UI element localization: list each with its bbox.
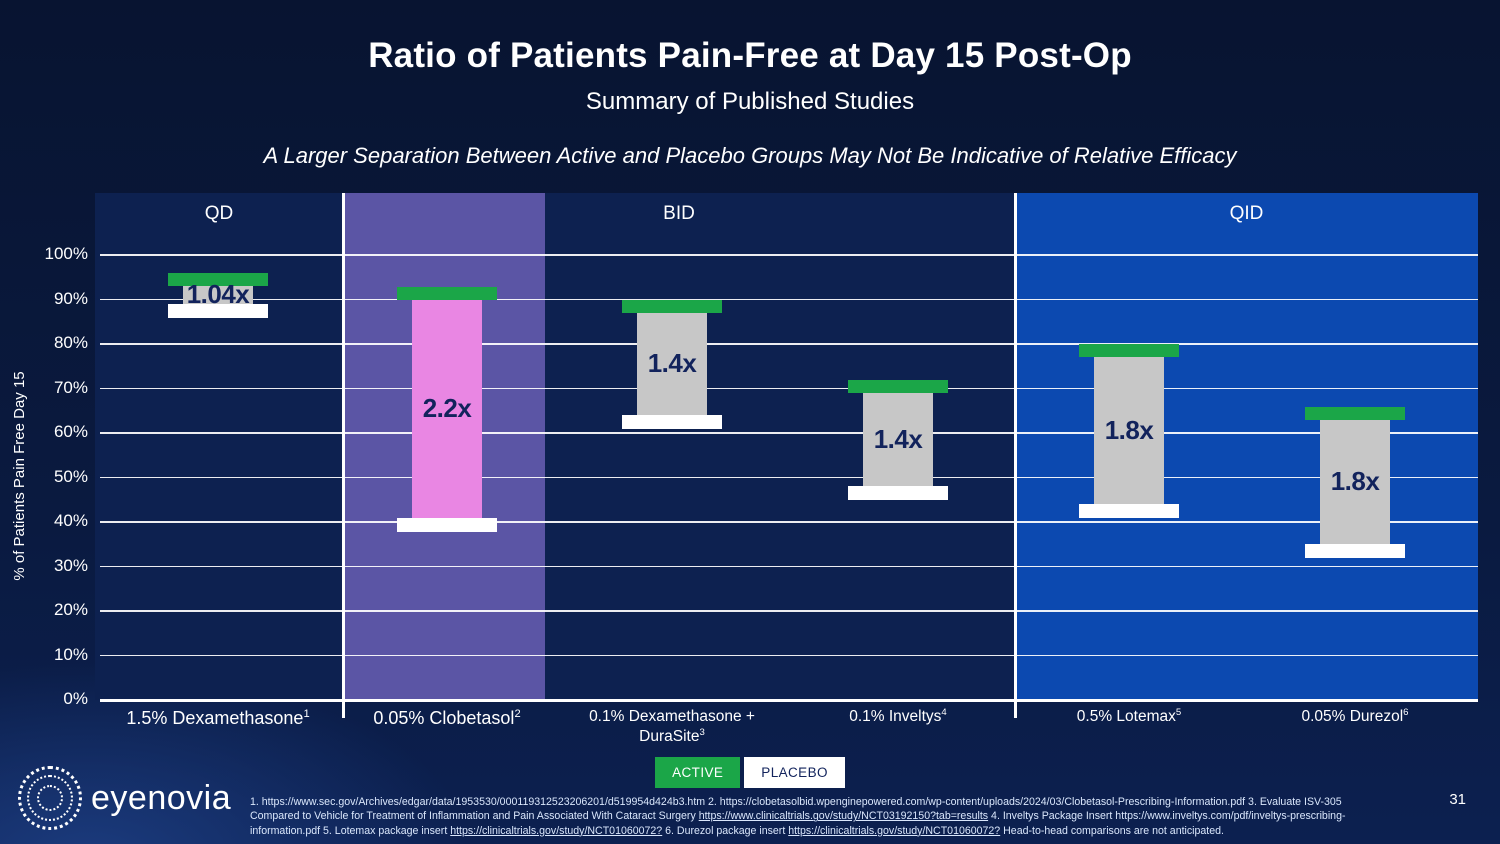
y-tick-label: 80% [53,333,88,352]
ratio-label: 1.4x [873,423,923,454]
section-header-bid: BID [663,203,695,224]
y-tick-label: 90% [53,288,88,308]
y-tick-label: 70% [53,377,88,397]
y-tick-label: 30% [53,555,88,575]
gridline [100,432,1478,434]
x-axis-category-label: 0.05% Durezol6 [1301,707,1409,726]
page-number: 31 [1449,791,1466,808]
placebo-bar-cap [1079,504,1179,519]
slide-subtitle: Summary of Published Studies [585,88,915,115]
footnote-text: 6. Durezol package insert [662,824,789,837]
footnote-text: Compared to Vehicle for Treatment of Inf… [250,810,699,823]
section-divider [341,193,345,718]
legend-active-swatch: ACTIVE [655,757,741,788]
footnote-line: 1. https://www.sec.gov/Archives/edgar/da… [250,795,1395,809]
x-axis-category-label: 0.1% Dexamethasone + DuraSite3 [589,708,755,746]
gridline [100,610,1478,612]
eyenovia-logo: eyenovia [18,766,231,830]
gridline [100,298,1478,301]
slide-tagline: A Larger Separation Between Active and P… [263,143,1237,168]
y-tick-label: 0% [63,689,88,708]
y-tick-label: 60% [53,422,88,441]
section-header-qd: QD [204,203,234,224]
gridline [100,521,1478,523]
x-axis-category-label: 0.5% Lotemax5 [1076,707,1182,726]
footnote-line: Compared to Vehicle for Treatment of Inf… [250,809,1395,823]
legend: ACTIVE PLACEBO [0,757,1500,788]
ratio-label: 2.2x [422,392,472,423]
x-axis-category-label: 0.1% Inveltys4 [849,707,947,726]
gridline [100,476,1478,479]
placebo-bar-cap [1305,544,1405,559]
ratio-label: 1.8x [1104,414,1154,445]
eyenovia-logo-mark-icon [18,766,82,830]
ratio-label: 1.4x [647,348,697,379]
gridline [100,387,1478,390]
logo-dot-ring-outer [18,766,82,830]
ratio-label: 1.8x [1330,465,1380,496]
footnotes: 1. https://www.sec.gov/Archives/edgar/da… [250,795,1395,838]
footnote-text: Head-to-head comparisons are not anticip… [1000,824,1224,837]
footnote-line: information.pdf 5. Lotemax package inser… [250,824,1395,838]
gridline [100,654,1478,657]
footnote-link[interactable]: https://clinicaltrials.gov/study/NCT0106… [450,824,663,837]
footnote-link[interactable]: https://www.clinicaltrials.gov/study/NCT… [698,810,989,823]
slide-title: Ratio of Patients Pain-Free at Day 15 Po… [368,36,1132,75]
placebo-bar-cap [168,303,268,318]
x-axis-baseline [100,698,1478,702]
ratio-column [183,286,253,304]
y-tick-label: 50% [53,466,88,486]
ratio-column [412,299,482,518]
placebo-bar-cap [622,415,722,430]
active-bar-cap [397,286,497,300]
footnote-text: information.pdf 5. Lotemax package inser… [250,824,451,837]
active-bar-cap [848,379,948,393]
ratio-label: 1.04x [186,279,250,310]
ratio-column [637,312,707,416]
y-tick-label: 10% [53,644,88,664]
active-bar-cap [168,273,268,287]
x-axis-category-label: 0.05% Clobetasol2 [373,708,521,728]
gridline [100,343,1478,345]
placebo-bar-cap [397,517,497,532]
ratio-column [1320,419,1390,545]
active-bar-cap [1305,406,1405,420]
active-bar-cap [1079,344,1179,358]
logo-dot-ring-inner [37,785,63,811]
x-axis-category-label: 1.5% Dexamethasone1 [126,708,310,728]
footnote-text: 1. https://www.sec.gov/Archives/edgar/da… [250,796,1342,808]
y-tick-label: 100% [44,244,88,263]
footnote-text: 4. Inveltys Package Insert https://www.i… [988,810,1346,823]
placebo-bar-cap [848,486,948,501]
section-qd-background [95,193,343,700]
gridline [100,254,1478,256]
section-header-qid: QID [1229,203,1264,224]
legend-placebo-swatch: PLACEBO [744,757,845,788]
ratio-column [1094,357,1164,505]
active-bar-cap [622,299,722,313]
ratio-column [863,392,933,487]
y-tick-label: 20% [53,600,88,619]
logo-dot-ring-middle [27,775,73,821]
section-divider [1013,193,1017,718]
section-qid-background [1015,193,1478,700]
gridline [100,565,1478,568]
footnote-link[interactable]: https://clinicaltrials.gov/study/NCT0106… [788,824,1001,837]
eyenovia-logo-text: eyenovia [91,778,232,817]
y-tick-label: 40% [53,511,88,530]
